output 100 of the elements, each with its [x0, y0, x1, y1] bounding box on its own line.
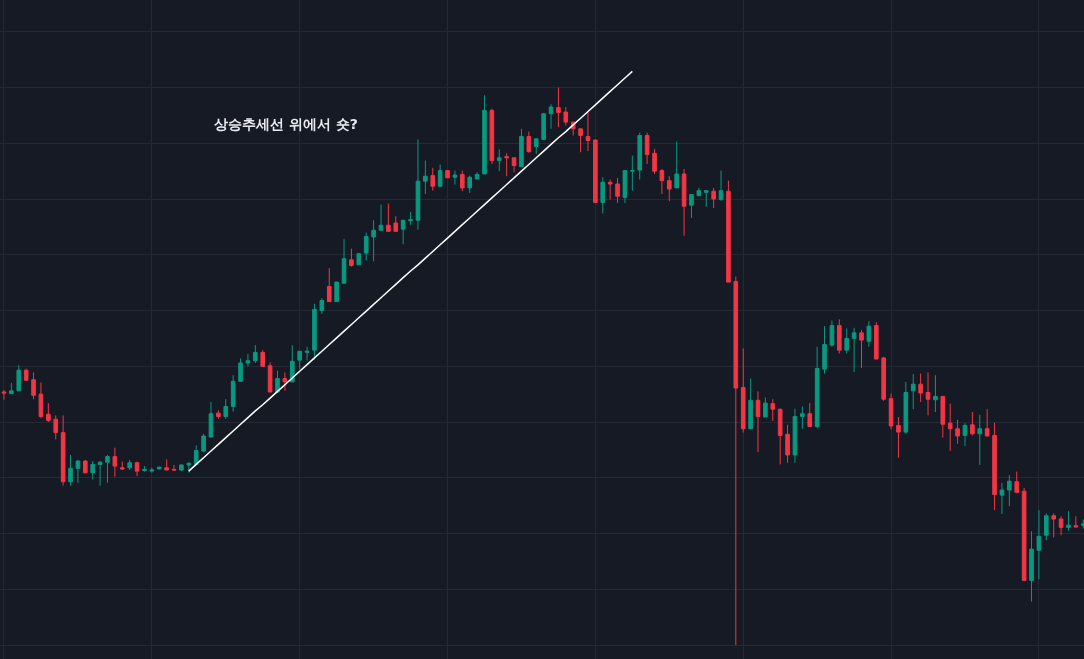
candlestick [105, 454, 110, 484]
candlestick [363, 231, 369, 261]
candlestick [400, 219, 406, 245]
candlestick [659, 168, 665, 195]
candlestick [866, 320, 872, 348]
candlestick [873, 321, 879, 360]
candlestick [171, 464, 177, 471]
candlestick [1, 389, 7, 401]
candlestick [467, 175, 473, 194]
candlestick [23, 368, 29, 382]
candlestick [319, 297, 325, 315]
candlestick [1066, 510, 1071, 532]
candlestick [245, 353, 251, 367]
candlestick [83, 459, 88, 474]
candlestick [829, 320, 835, 348]
candlestick [1043, 512, 1049, 541]
candlestick [593, 139, 598, 204]
candlestick [1007, 474, 1012, 507]
candlestick [1051, 512, 1056, 538]
candlestick [740, 347, 746, 434]
candlestick [393, 215, 399, 232]
candlestick [556, 87, 561, 128]
candlestick [253, 344, 258, 364]
candlestick [474, 171, 480, 181]
candlestick [637, 132, 643, 181]
candlestick [326, 267, 332, 303]
candlestick [681, 168, 687, 237]
candlestick [955, 419, 960, 445]
candlestick [615, 177, 620, 204]
candlestick [134, 461, 140, 477]
candlestick [807, 402, 813, 428]
candlestick [90, 460, 96, 480]
candlestick [792, 408, 798, 464]
candlestick [859, 329, 864, 369]
candlestick [666, 175, 672, 202]
candlestick [156, 466, 162, 470]
candlestick [533, 138, 539, 155]
candlestick [297, 350, 302, 370]
candlestick [312, 303, 317, 361]
candlestick [275, 370, 280, 394]
candlestick [504, 152, 509, 177]
candlestick [75, 459, 81, 484]
candlestick [689, 193, 694, 219]
candlestick [755, 390, 761, 453]
candlestick [726, 180, 731, 283]
candlestick [356, 252, 362, 266]
candlestick [785, 424, 790, 464]
candlestick [733, 276, 739, 646]
candlestick [1029, 530, 1034, 603]
candlestick [460, 170, 465, 192]
candlestick [452, 170, 458, 186]
candlestick [186, 461, 192, 474]
candlestick [896, 416, 901, 459]
candlestick [371, 219, 376, 262]
candlestick [437, 163, 443, 188]
candlestick [216, 409, 221, 420]
candlestick [511, 157, 517, 173]
candlestick [1036, 509, 1042, 580]
candlestick [600, 176, 606, 215]
candlestick [68, 454, 73, 487]
candlestick [496, 148, 502, 172]
candlestick [962, 422, 968, 447]
candlestick [208, 401, 214, 438]
candlestick [940, 395, 946, 439]
candlestick [423, 160, 428, 195]
candlestick [541, 112, 546, 140]
candlestick [947, 403, 953, 452]
candlestick [999, 482, 1005, 515]
candlestick [933, 374, 938, 413]
candlestick [1014, 471, 1020, 494]
candlestick [341, 238, 347, 284]
candlestick [201, 433, 206, 453]
candlestick [718, 170, 724, 202]
candlestick [349, 248, 354, 267]
candlestick [1058, 515, 1064, 536]
candlestick [519, 128, 524, 168]
candlestick [164, 458, 169, 471]
candlestick [777, 408, 783, 465]
candlestick [445, 169, 450, 179]
candlestick [408, 211, 413, 226]
candlestick [60, 414, 66, 487]
candlestick [415, 138, 421, 231]
candlestick [696, 187, 702, 197]
candlestick [38, 381, 44, 419]
candlestick [267, 361, 273, 393]
candlestick [179, 463, 184, 472]
candlestick [748, 378, 753, 430]
candlestick [910, 373, 916, 410]
candlestick [127, 459, 132, 471]
candlestick [703, 190, 709, 208]
candlestick [430, 167, 436, 192]
candlestick [622, 170, 628, 204]
candlestick [97, 460, 103, 487]
candlestick [386, 203, 391, 232]
candlestick [644, 132, 650, 165]
candlestick [334, 281, 339, 303]
candlestick [489, 108, 495, 165]
candlestick [652, 148, 657, 175]
candlestick [238, 357, 243, 383]
candlestick [9, 382, 14, 395]
